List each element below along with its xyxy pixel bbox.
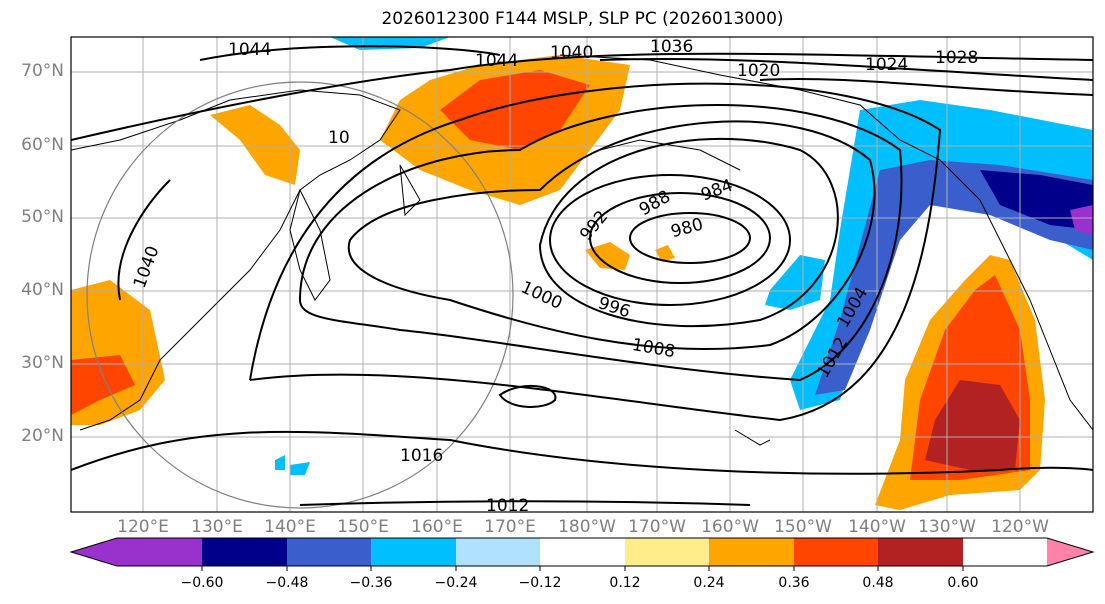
contour-label: 1044 [228,40,271,60]
lat-label: 50°N [21,207,64,227]
colorbar-tick-label: 0.48 [862,575,894,591]
lon-label: 160°W [701,517,759,537]
colorbar-tick-label: −0.60 [180,575,224,591]
colorbar-segment [117,538,202,566]
colorbar-tick-label: 0.24 [693,575,725,591]
contour-label: 1008 [631,335,677,362]
contour-label: 1020 [737,61,780,81]
lon-label: 130°E [191,517,243,537]
lat-label: 20°N [21,426,64,446]
lon-label: 150°W [774,517,832,537]
colorbar-extend-max [1047,538,1093,566]
contour-label: 996 [596,293,633,322]
lat-label: 60°N [21,135,64,155]
colorbar-tick-label: −0.24 [434,575,478,591]
colorbar-tick-label: 0.36 [778,575,810,591]
contour-label: 1028 [935,48,978,68]
contour-label: 1040 [550,43,593,63]
lon-label: 170°W [628,517,686,537]
contour-label: 1000 [518,277,566,313]
lon-label: 180°W [558,517,616,537]
lon-label: 120°E [117,517,169,537]
colorbar-tick-label: 0.12 [609,575,641,591]
contour-label: 1036 [650,37,693,57]
colorbar-tick-label: −0.12 [518,575,562,591]
colorbar-tick-label: 0.60 [947,575,979,591]
lon-label: 150°E [337,517,389,537]
colorbar-segment [287,538,371,566]
chart-title: 2026012300 F144 MSLP, SLP PC (2026013000… [381,9,784,29]
colorbar-segment [794,538,878,566]
isobars [71,45,1093,506]
colorbar-tick-label: −0.48 [265,575,309,591]
colorbar-segment [878,538,963,566]
lon-label: 130°W [918,517,976,537]
contour-label: 10 [328,128,350,148]
colorbar-segment [709,538,794,566]
gridlines [71,37,1093,512]
lon-label: 160°E [411,517,463,537]
range-circle [86,81,514,509]
contour-label: 1012 [486,496,529,516]
colorbar-segment [625,538,709,566]
colorbar-outline [69,537,1095,567]
lon-label: 120°W [991,517,1049,537]
colorbar [69,537,1095,571]
colorbar-tick-label: −0.36 [349,575,393,591]
contour-label: 1016 [400,446,443,466]
map-frame [70,36,1094,513]
colorbar-segment [540,538,625,566]
lon-label: 140°E [264,517,316,537]
colorbar-segment [456,538,540,566]
contour-label: 1044 [475,51,518,71]
colorbar-extend-min [71,538,117,566]
coastlines [71,54,1093,446]
contour-label: 980 [669,214,706,242]
lon-label: 140°W [848,517,906,537]
colorbar-segment [371,538,456,566]
colorbar-segment [202,538,287,566]
contour-label: 1024 [865,55,908,75]
lat-label: 30°N [21,353,64,373]
anomaly-shading [71,37,1093,510]
lat-label: 40°N [21,280,64,300]
contour-label: 1040 [130,243,164,290]
lat-label: 70°N [21,61,64,81]
lon-label: 170°E [484,517,536,537]
